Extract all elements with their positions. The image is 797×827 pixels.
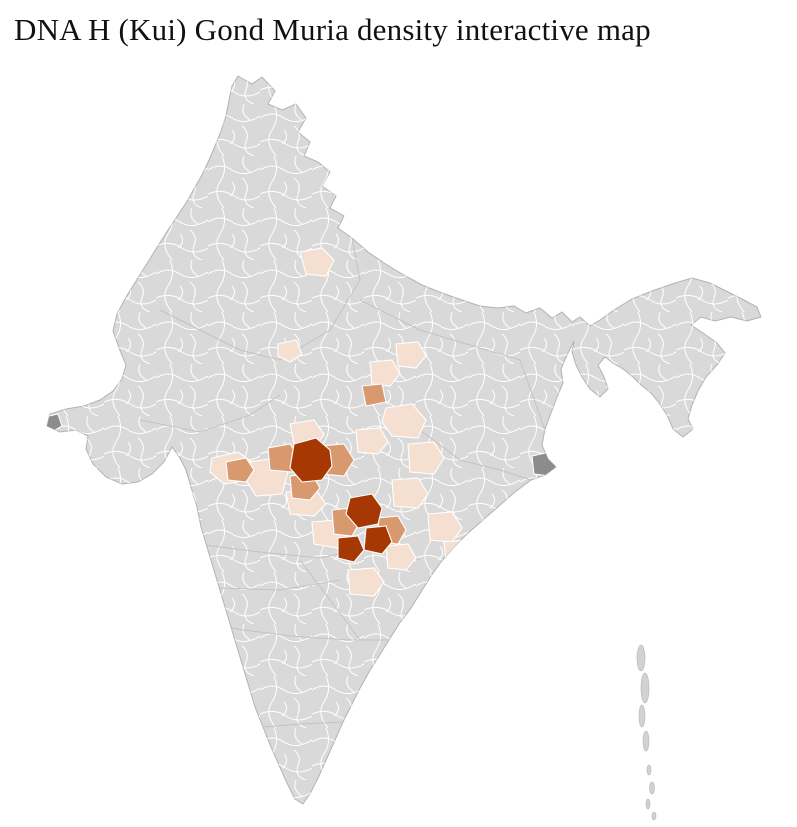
district-high[interactable] xyxy=(337,535,365,563)
page-title: DNA H (Kui) Gond Muria density interacti… xyxy=(14,12,651,47)
district-high[interactable] xyxy=(289,437,333,483)
district-high[interactable] xyxy=(363,525,393,555)
district-low[interactable] xyxy=(407,441,445,475)
district-low[interactable] xyxy=(299,247,335,277)
district-medium[interactable] xyxy=(361,383,387,407)
district-low[interactable] xyxy=(391,477,429,509)
island[interactable] xyxy=(640,672,650,704)
district-high[interactable] xyxy=(345,493,383,529)
district-low[interactable] xyxy=(355,427,389,455)
state-border-line xyxy=(229,627,389,641)
district-low[interactable] xyxy=(347,567,385,597)
district-low[interactable] xyxy=(385,543,417,571)
island[interactable] xyxy=(646,764,652,776)
state-border-line xyxy=(262,721,344,728)
state-border-line xyxy=(359,299,546,431)
andaman-nicobar-islands[interactable] xyxy=(636,644,657,821)
district-low[interactable] xyxy=(395,341,427,369)
district-neutral-dark[interactable] xyxy=(531,451,559,477)
state-border-line xyxy=(419,429,532,481)
island[interactable] xyxy=(642,730,650,752)
district-low[interactable] xyxy=(277,339,303,363)
district-low[interactable] xyxy=(381,403,427,439)
island[interactable] xyxy=(651,811,657,821)
island[interactable] xyxy=(645,798,651,810)
india-landmass[interactable] xyxy=(46,75,762,805)
district-low[interactable] xyxy=(443,539,475,567)
state-border-line xyxy=(299,559,361,641)
state-border-line xyxy=(159,237,361,361)
island[interactable] xyxy=(649,781,655,795)
district-neutral-dark[interactable] xyxy=(40,413,63,433)
district-medium[interactable] xyxy=(225,457,255,483)
island[interactable] xyxy=(638,704,646,728)
state-border-line xyxy=(217,579,341,591)
district-low[interactable] xyxy=(427,511,463,543)
island[interactable] xyxy=(636,644,646,672)
state-border-line xyxy=(139,394,281,433)
district-low[interactable] xyxy=(369,359,401,387)
